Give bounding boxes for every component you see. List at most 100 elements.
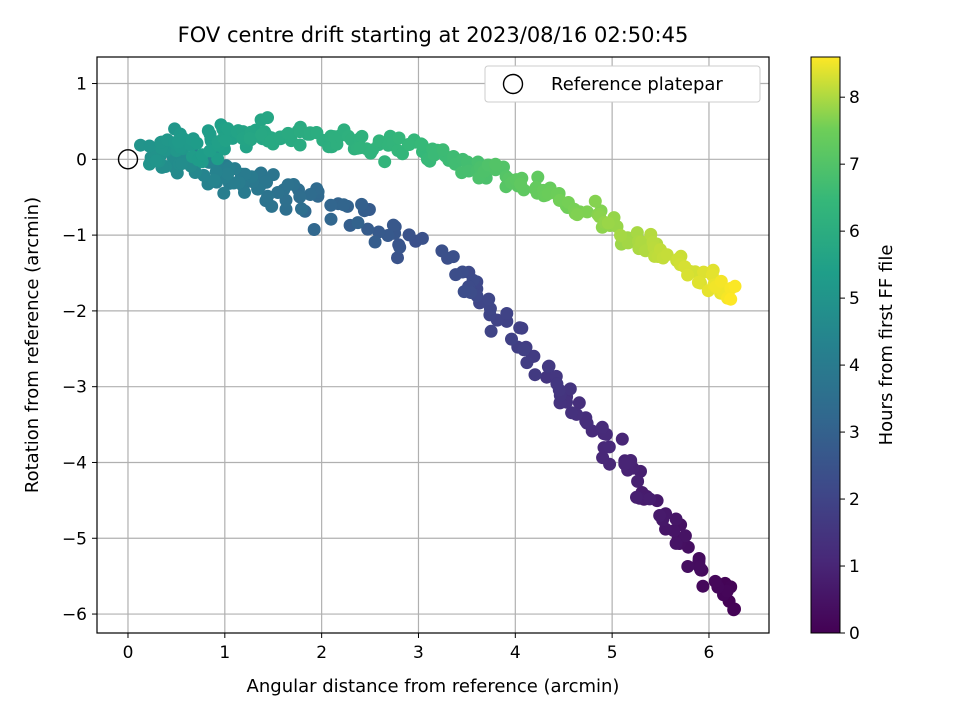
data-point — [660, 248, 674, 262]
x-tick-label: 1 — [219, 643, 230, 663]
data-point — [572, 396, 586, 410]
colorbar-tick-label: 7 — [849, 155, 860, 175]
data-point — [531, 170, 545, 184]
data-point — [681, 268, 695, 282]
data-point — [355, 129, 369, 143]
data-point — [678, 529, 692, 543]
y-tick-label: −2 — [62, 302, 87, 322]
data-point — [378, 155, 392, 169]
data-point — [540, 370, 554, 384]
data-point — [295, 202, 308, 216]
data-point — [324, 198, 338, 212]
chart-title: FOV centre drift starting at 2023/08/16 … — [178, 23, 689, 47]
data-point — [565, 406, 579, 420]
data-point — [281, 126, 295, 140]
data-point — [279, 202, 293, 216]
data-point — [457, 285, 471, 299]
data-point — [482, 292, 496, 306]
y-tick-label: −5 — [62, 529, 87, 549]
data-point — [307, 223, 321, 236]
reference-marker — [117, 149, 139, 170]
data-point — [219, 134, 233, 147]
plot-frame — [96, 56, 770, 634]
data-point — [392, 131, 406, 145]
x-tick-label: 4 — [510, 643, 521, 663]
data-point — [303, 188, 317, 201]
colorbar-label: Hours from first FF file — [876, 245, 897, 446]
x-tick-label: 6 — [704, 643, 715, 663]
data-point — [172, 135, 186, 149]
data-point — [681, 560, 695, 573]
colorbar-tick-label: 8 — [849, 88, 860, 108]
data-point — [261, 111, 274, 125]
data-point — [614, 228, 627, 242]
data-point — [217, 186, 231, 200]
data-point — [705, 268, 719, 282]
data-point — [261, 189, 275, 203]
x-axis-ticks: 0 1 2 3 4 5 6 — [123, 633, 715, 663]
data-point — [708, 574, 722, 588]
data-point — [386, 218, 400, 232]
data-point — [293, 138, 307, 152]
data-point — [505, 332, 518, 346]
data-point — [630, 490, 643, 504]
data-point — [542, 359, 556, 373]
legend: Reference platepar — [484, 65, 761, 103]
data-point — [142, 139, 156, 153]
data-point — [563, 382, 577, 396]
data-point — [696, 579, 710, 593]
data-point — [361, 222, 375, 236]
colorbar-gradient — [810, 56, 841, 634]
data-point — [221, 167, 235, 181]
data-point — [279, 193, 293, 207]
data-point — [595, 420, 609, 434]
data-point — [393, 240, 407, 254]
data-point — [615, 432, 629, 446]
data-point — [631, 474, 645, 488]
x-tick-label: 3 — [413, 643, 424, 663]
data-point — [238, 185, 251, 199]
data-point — [364, 146, 378, 160]
data-point — [435, 244, 449, 258]
data-point — [415, 231, 429, 245]
data-point — [414, 137, 428, 151]
data-point — [517, 343, 531, 357]
y-axis-label: Rotation from reference (arcmin) — [22, 197, 43, 493]
colorbar-tick-label: 1 — [849, 557, 860, 577]
data-point — [281, 178, 295, 192]
colorbar-tick-label: 4 — [849, 356, 860, 376]
data-point — [402, 138, 416, 151]
data-point — [402, 228, 416, 242]
colorbar: 0 1 2 3 4 5 6 7 8 Hours from first FF file — [810, 56, 897, 644]
data-point — [391, 251, 404, 265]
data-points — [117, 111, 742, 617]
legend-label: Reference platepar — [551, 74, 723, 95]
data-point — [514, 177, 528, 191]
data-point — [446, 250, 460, 264]
colorbar-tick-label: 2 — [849, 490, 860, 510]
data-point — [489, 157, 502, 171]
data-point — [355, 197, 369, 211]
data-point — [436, 143, 450, 157]
colorbar-ticks: 0 1 2 3 4 5 6 7 8 — [840, 88, 860, 644]
data-point — [596, 451, 610, 465]
data-point — [149, 154, 163, 168]
colorbar-tick-label: 6 — [849, 222, 860, 242]
data-point — [293, 125, 307, 139]
data-point — [520, 356, 534, 370]
data-point — [669, 512, 683, 526]
x-tick-label: 5 — [607, 643, 618, 663]
data-point — [368, 235, 382, 249]
legend-box — [484, 65, 761, 103]
y-tick-label: −1 — [62, 226, 87, 246]
colorbar-tick-label: 5 — [849, 289, 860, 309]
data-point — [449, 268, 463, 282]
data-point — [570, 208, 584, 222]
y-tick-label: −6 — [62, 605, 87, 625]
data-point — [588, 194, 602, 208]
data-point — [653, 509, 667, 522]
data-point — [207, 173, 221, 187]
y-tick-label: 0 — [76, 150, 87, 170]
data-point — [372, 225, 386, 239]
data-point — [324, 212, 338, 226]
